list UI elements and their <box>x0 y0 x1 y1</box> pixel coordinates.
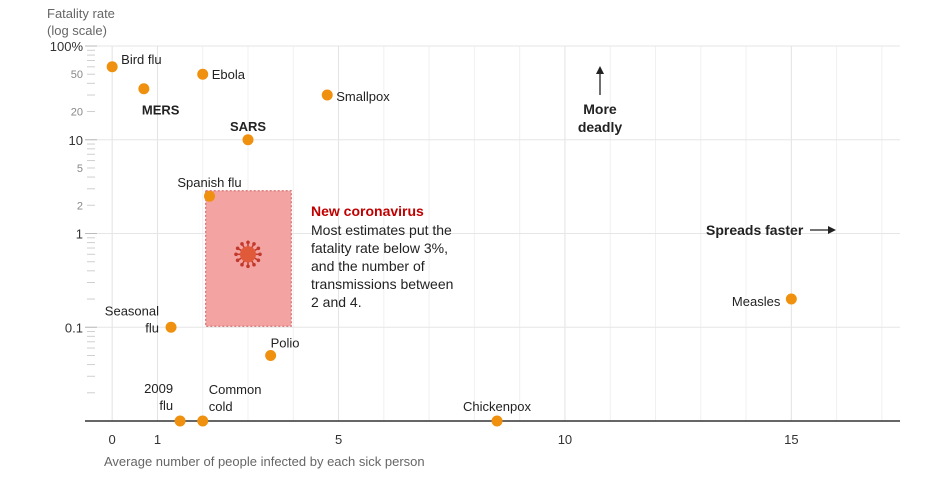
x-tick-label: 0 <box>109 432 116 447</box>
point-smallpox <box>321 89 333 101</box>
y-tick-label: 1 <box>76 227 83 242</box>
annotation-line: Most estimates put the <box>311 222 452 238</box>
point-ebola <box>197 68 209 80</box>
annotation: New coronavirus Most estimates put the fat… <box>311 66 836 310</box>
virus-spike-tip <box>240 262 244 267</box>
y-minor-tick-label: 50 <box>71 69 83 81</box>
virus-spike-tip <box>235 258 240 263</box>
x-tick-label: 15 <box>784 432 798 447</box>
point-spanish-flu <box>204 190 216 202</box>
point-label-polio: Polio <box>271 335 300 350</box>
point-labels: Bird flu Ebola MERS Smallpox SARS Spanish flu… <box>105 52 781 414</box>
more-deadly-label-2: deadly <box>578 119 623 135</box>
point-sars <box>242 134 254 146</box>
virus-spike-tip <box>258 252 262 257</box>
point-label-mers: MERS <box>142 103 180 118</box>
point-label-ebola: Ebola <box>212 67 246 82</box>
virus-spike-tip <box>234 252 238 257</box>
point-label-smallpox: Smallpox <box>336 89 390 104</box>
virus-body <box>240 246 256 263</box>
point-label-seasonal-flu: Seasonal <box>105 303 159 318</box>
point-2009-flu <box>174 415 186 427</box>
x-tick-label: 5 <box>335 432 342 447</box>
more-deadly-label-1: More <box>583 101 617 117</box>
x-axis-label: Average number of people infected by eac… <box>104 454 425 469</box>
right-arrow-icon <box>828 226 836 234</box>
virus-spike-tip <box>256 258 261 263</box>
point-label-seasonal-flu-2: flu <box>145 320 159 335</box>
data-points <box>106 61 797 427</box>
y-tick-label: 10 <box>69 133 83 148</box>
y-tick-label: 100% <box>50 39 84 54</box>
annotation-title: New coronavirus <box>311 203 424 219</box>
y-tick-label: 0.1 <box>65 320 83 335</box>
point-label-chickenpox: Chickenpox <box>463 399 531 414</box>
point-chickenpox <box>491 415 503 427</box>
point-measles <box>785 293 797 305</box>
y-axis-label-line-2: (log scale) <box>47 23 107 38</box>
point-seasonal-flu <box>165 321 177 333</box>
virus-icon <box>234 240 262 269</box>
point-label-common-cold: Common <box>209 382 262 397</box>
annotation-line: fatality rate below 3%, <box>311 240 448 256</box>
up-arrow-icon <box>596 66 604 74</box>
point-label-bird-flu: Bird flu <box>121 52 161 67</box>
y-minor-tick-label: 20 <box>71 107 83 119</box>
point-label-measles: Measles <box>732 294 781 309</box>
point-common-cold <box>197 415 209 427</box>
virus-spike-tip <box>252 242 256 246</box>
spreads-faster-label: Spreads faster <box>706 222 804 238</box>
coronavirus-region <box>205 190 292 327</box>
point-label-2009-flu: 2009 <box>144 381 173 396</box>
y-minor-tick-label: 5 <box>77 163 83 175</box>
virus-spike-tip <box>246 264 250 269</box>
point-label-2009-flu-2: flu <box>159 398 173 413</box>
point-bird-flu <box>106 61 118 73</box>
virus-spike-tip <box>240 242 244 246</box>
point-polio <box>265 349 277 361</box>
y-minor-tick-label: 2 <box>77 200 83 212</box>
annotation-line: and the number of <box>311 258 425 274</box>
y-axis-label-line-1: Fatality rate <box>47 6 115 21</box>
x-tick-label: 1 <box>154 432 161 447</box>
annotation-line: 2 and 4. <box>311 294 362 310</box>
virus-spike-tip <box>252 262 256 267</box>
virus-spike-tip <box>246 240 250 245</box>
grid <box>85 45 900 421</box>
point-label-spanish-flu: Spanish flu <box>177 175 241 190</box>
x-tick-label: 10 <box>558 432 572 447</box>
point-mers <box>138 83 150 95</box>
point-label-common-cold-2: cold <box>209 399 233 414</box>
virus-spike-tip <box>235 246 240 251</box>
annotation-line: transmissions between <box>311 276 453 292</box>
virus-spike-tip <box>256 246 261 251</box>
point-label-sars: SARS <box>230 119 266 134</box>
